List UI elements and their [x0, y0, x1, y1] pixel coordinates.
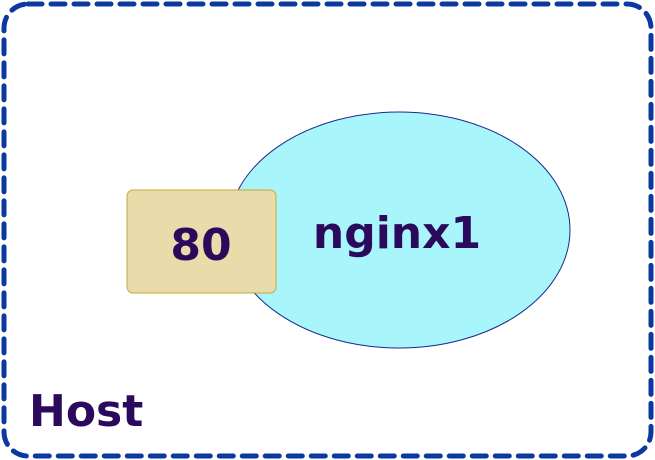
host-label: Host	[29, 386, 143, 437]
container-name-label: nginx1	[313, 208, 481, 259]
port-number-label: 80	[170, 220, 231, 271]
port-box	[126, 189, 277, 294]
